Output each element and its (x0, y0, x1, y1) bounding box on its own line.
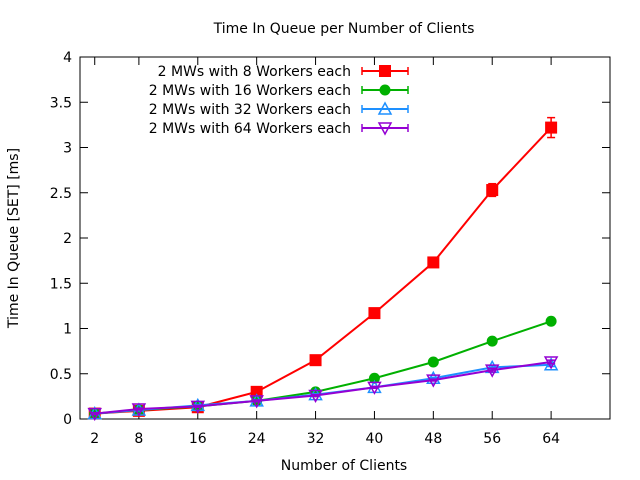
legend: 2 MWs with 8 Workers each 2 MWs with 16 W… (149, 64, 409, 137)
x-tick-label: 16 (189, 431, 207, 447)
y-tick-label: 1 (63, 322, 72, 338)
x-tick-label: 2 (90, 431, 99, 447)
legend-item: 2 MWs with 32 Workers each (149, 101, 409, 118)
series-line (94, 320, 552, 415)
x-tick-label: 48 (424, 431, 442, 447)
series-layer (87, 116, 559, 422)
y-axis-label: Time In Queue [SET] [ms] (6, 148, 22, 329)
x-tick-label: 56 (483, 431, 501, 447)
data-point (249, 395, 264, 409)
data-point (427, 256, 440, 269)
chart-title: Time In Queue per Number of Clients (213, 21, 475, 37)
x-tick-label: 64 (542, 431, 560, 447)
legend-item: 2 MWs with 16 Workers each (149, 83, 409, 99)
legend-marker (377, 122, 393, 136)
data-point (545, 121, 558, 134)
legend-marker (379, 84, 391, 96)
data-point (427, 356, 439, 368)
y-tick-label: 0 (63, 412, 72, 428)
y-tick-label: 4 (63, 50, 72, 66)
legend-label: 2 MWs with 16 Workers each (149, 83, 351, 99)
legend-marker (377, 101, 393, 115)
data-point (545, 315, 557, 327)
x-tick-label: 24 (248, 431, 266, 447)
data-point (368, 307, 381, 320)
legend-label: 2 MWs with 64 Workers each (149, 121, 351, 137)
y-tick-label: 2.5 (50, 186, 72, 202)
data-point (131, 403, 147, 417)
data-point (426, 374, 441, 388)
legend-item: 2 MWs with 8 Workers each (158, 64, 409, 80)
y-axis: 0 0.5 1 1.5 2 2.5 3 3.5 4 (50, 50, 610, 428)
y-tick-label: 3 (63, 141, 72, 157)
legend-marker (379, 65, 391, 77)
data-point (308, 389, 323, 404)
data-point (309, 354, 322, 367)
y-tick-label: 0.5 (50, 367, 72, 383)
x-tick-label: 8 (134, 431, 143, 447)
y-tick-label: 1.5 (50, 276, 72, 292)
series-line (94, 126, 552, 415)
data-point (190, 400, 206, 414)
x-axis: 2 8 16 24 32 40 48 56 64 (90, 57, 560, 447)
data-point (484, 364, 500, 378)
y-tick-label: 2 (63, 231, 72, 247)
data-point (486, 184, 499, 197)
y-tick-label: 3.5 (50, 95, 72, 111)
legend-label: 2 MWs with 8 Workers each (158, 64, 351, 80)
data-point (250, 385, 263, 398)
legend-label: 2 MWs with 32 Workers each (149, 102, 351, 118)
data-point (486, 335, 498, 347)
x-tick-label: 32 (307, 431, 325, 447)
data-point (368, 372, 380, 384)
x-axis-label: Number of Clients (281, 458, 407, 474)
data-point (367, 381, 382, 395)
data-point (426, 370, 441, 385)
series-1 (88, 116, 558, 420)
series-4 (87, 356, 559, 422)
series-2 (89, 315, 557, 420)
data-point (87, 407, 102, 422)
data-point (543, 356, 559, 370)
legend-item: 2 MWs with 64 Workers each (149, 121, 409, 137)
x-tick-label: 40 (366, 431, 384, 447)
